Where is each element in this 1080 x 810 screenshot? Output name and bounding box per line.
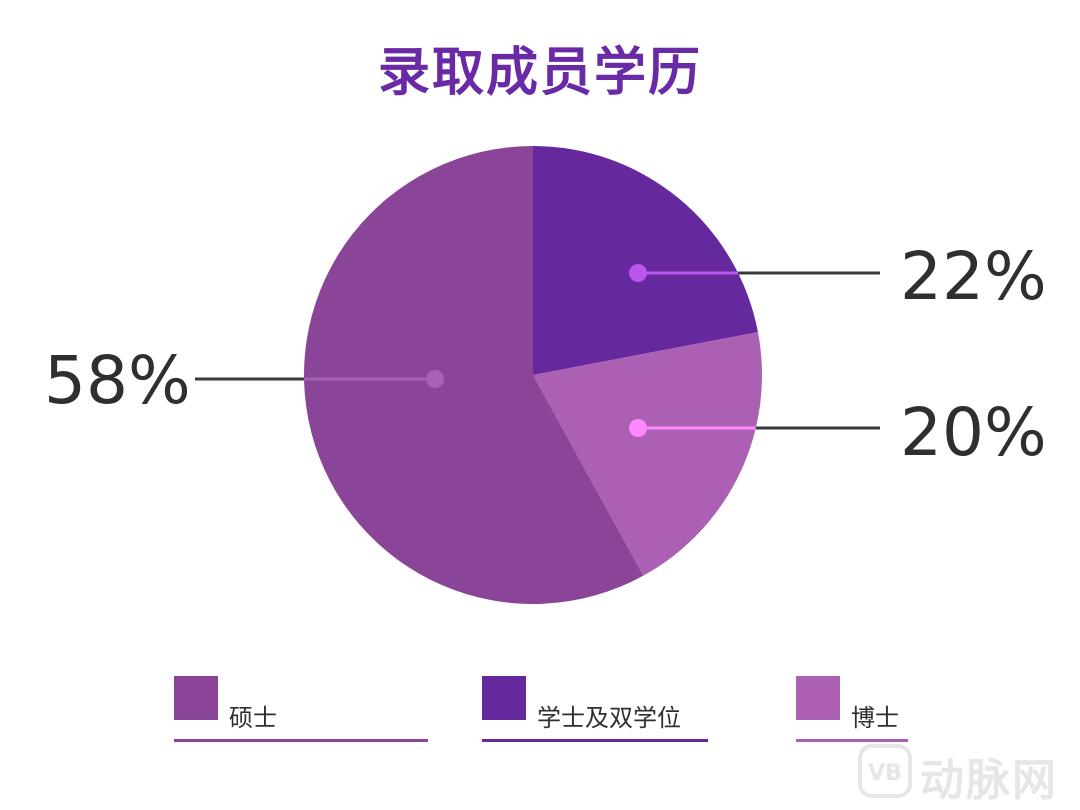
legend-underline-bachelor [482,739,708,742]
legend-swatch-doctor [796,676,840,720]
leader-doctor [629,419,880,437]
pie-slice-master [304,146,644,604]
chart-title: 录取成员学历 [377,43,702,103]
legend-item-master: 硕士 [174,676,428,746]
leader-dot-bachelor [629,264,647,282]
leader-dot-master [426,370,444,388]
legend-label-doctor: 博士 [851,704,899,732]
legend-label-bachelor: 学士及双学位 [537,704,681,732]
legend-underline-doctor [796,739,908,742]
pie-slices [304,146,762,604]
legend-label-master: 硕士 [229,704,277,732]
data-label-bachelor: 22% [900,238,1047,315]
legend-item-bachelor: 学士及双学位 [482,676,708,746]
data-label-master: 58% [44,342,191,419]
legend-item-doctor: 博士 [796,676,908,746]
leader-dot-doctor [629,419,647,437]
watermark-logo-icon: VB [858,744,912,798]
legend-swatch-bachelor [482,676,526,720]
watermark-logo-text: VB [868,761,902,786]
legend-underline-master [174,739,428,742]
legend-swatch-master [174,676,218,720]
leader-bachelor [629,264,880,282]
watermark-text: 动脉网 [920,755,1058,806]
leader-master [195,370,444,388]
pie-slice-bachelor [533,146,758,375]
pie-slice-doctor [533,332,762,576]
leader-lines [195,264,880,437]
data-label-doctor: 20% [900,394,1047,471]
watermark: VB 动脉网 [858,742,1072,806]
